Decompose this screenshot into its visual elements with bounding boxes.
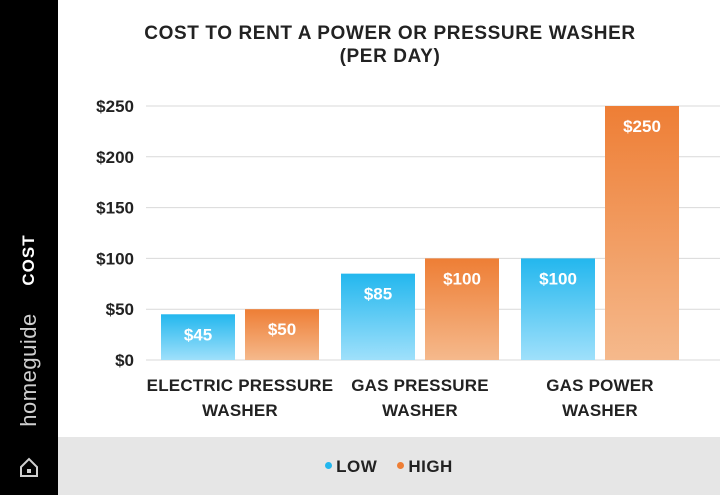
legend-item-high: HIGH (397, 457, 453, 477)
y-tick-label: $50 (106, 300, 134, 319)
x-category-label-line: WASHER (382, 401, 458, 420)
y-tick-label: $150 (96, 199, 134, 218)
y-axis-title: COST (19, 234, 38, 286)
chart-title: COST TO RENT A POWER OR PRESSURE WASHER (144, 23, 636, 44)
sidebar: COST homeguide (0, 0, 58, 495)
legend-dot (325, 462, 333, 470)
y-tick-labels: $0 $50 $100 $150 $200 $250 (96, 97, 134, 370)
bar-value-label: $50 (268, 320, 296, 339)
chart-plot: $0$50$100$150$200$250 $45 $50$85$100 $100$… (96, 97, 720, 370)
legend-label: HIGH (408, 457, 453, 476)
x-category-label-line: GAS POWER (546, 376, 654, 395)
bar-value-label: $250 (623, 117, 661, 136)
x-category-label-line: WASHER (202, 401, 278, 420)
bars (161, 106, 679, 360)
bar-value-labels: $45 $50 $85 $100 $100 $250 (184, 117, 661, 344)
bar-low (341, 273, 415, 360)
legend-item-low: LOW (325, 457, 377, 477)
y-tick-label: $0 (115, 351, 134, 370)
chart-title-block: COST TO RENT A POWER OR PRESSURE WASHER … (120, 22, 660, 68)
y-tick-label: $100 (96, 249, 134, 268)
bar-high (245, 309, 319, 360)
y-tick-label: $200 (96, 148, 134, 167)
x-category-label: ELECTRIC PRESSURE WASHER (140, 373, 340, 423)
x-category-label: GAS PRESSURE WASHER (320, 373, 520, 423)
bar-value-label: $100 (443, 269, 481, 288)
legend-dot (397, 462, 405, 470)
legend-items: LOW HIGH (58, 457, 720, 477)
bar-high (425, 258, 499, 360)
bar-low (521, 258, 595, 360)
legend-label: LOW (336, 457, 378, 476)
x-category-label-line: WASHER (562, 401, 638, 420)
bar-value-label: $45 (184, 325, 212, 344)
legend: LOW HIGH (58, 437, 720, 495)
x-category-label-line: GAS PRESSURE (351, 376, 489, 395)
x-category-label: GAS POWER WASHER (500, 373, 700, 423)
y-tick-label: $250 (96, 97, 134, 116)
x-category-label-line: ELECTRIC PRESSURE (146, 376, 334, 395)
chart-subtitle: (PER DAY) (339, 46, 441, 67)
brand-logo-text: homeguide (16, 313, 41, 427)
y-axis-title-wrap: COST (0, 200, 58, 320)
bar-value-label: $100 (539, 269, 577, 288)
home-icon (20, 457, 38, 477)
bar-value-label: $85 (364, 285, 392, 304)
bar-high (605, 106, 679, 360)
bar-low (161, 314, 235, 360)
